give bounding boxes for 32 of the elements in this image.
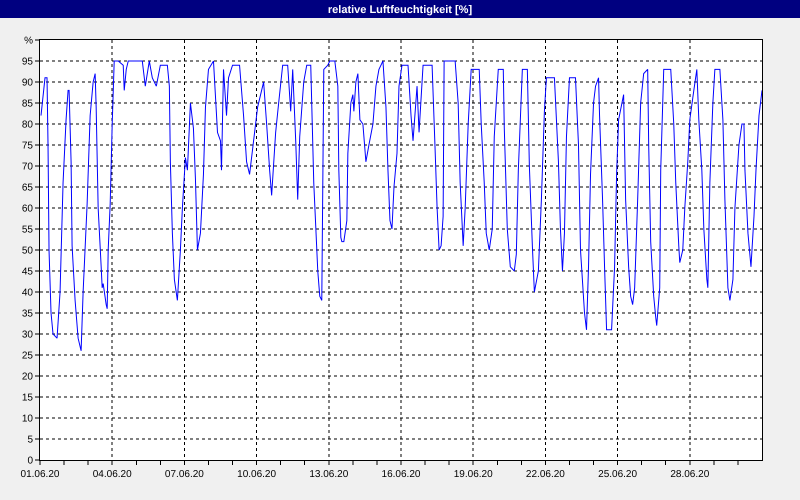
y-tick-label: 0 (27, 456, 34, 466)
y-tick-label: 35 (22, 308, 34, 320)
y-tick-label: 65 (22, 182, 34, 194)
y-tick-label: 80 (22, 120, 34, 130)
y-tick-label: 25 (22, 350, 34, 362)
y-tick-label: 40 (22, 288, 34, 298)
y-tick-label: 45 (22, 266, 34, 278)
x-tick-label: 28.06.20 (670, 469, 710, 480)
y-tick-label: 95 (22, 56, 34, 68)
x-tick-label: 10.06.20 (237, 469, 276, 480)
x-tick-label: 22.06.20 (526, 469, 566, 480)
y-tick-label: % (24, 36, 34, 46)
y-tick-label: 30 (22, 330, 34, 340)
x-tick-label: 07.06.20 (164, 469, 204, 480)
x-tick-label: 19.06.20 (454, 469, 494, 480)
x-tick-label: 04.06.20 (92, 469, 132, 480)
x-tick-label: 01.06.20 (20, 469, 60, 480)
y-tick-label: 55 (22, 224, 34, 236)
y-tick-label: 70 (22, 162, 34, 172)
y-tick-label: 20 (22, 372, 34, 382)
y-tick-label: 85 (22, 98, 34, 110)
y-tick-label: 5 (27, 434, 34, 446)
y-tick-label: 90 (22, 78, 34, 88)
y-tick-label: 10 (22, 414, 34, 424)
chart-title: relative Luftfeuchtigkeit [%] (328, 4, 472, 16)
y-tick-label: 75 (22, 140, 34, 152)
y-tick-label: 60 (22, 204, 34, 214)
x-tick-label: 13.06.20 (309, 469, 349, 480)
x-tick-label: 25.06.20 (598, 469, 638, 480)
y-tick-label: 15 (22, 392, 34, 404)
x-tick-label: 16.06.20 (382, 469, 421, 480)
y-tick-label: 50 (22, 246, 34, 256)
